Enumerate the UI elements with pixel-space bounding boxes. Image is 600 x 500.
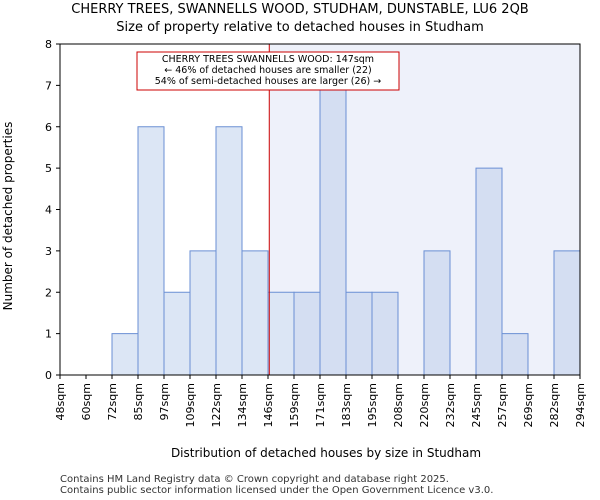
histogram-bar xyxy=(241,250,269,376)
x-tick-label: 232sqm xyxy=(444,383,457,427)
histogram-bar xyxy=(475,167,503,376)
histogram-bar xyxy=(371,291,399,376)
annotation-line3: 54% of semi-detached houses are larger (… xyxy=(155,76,382,87)
annotation-line2: ← 46% of detached houses are smaller (22… xyxy=(164,65,371,76)
x-tick-label: 72sqm xyxy=(106,383,119,420)
histogram-bar xyxy=(319,84,347,376)
x-tick-label: 195sqm xyxy=(366,383,379,427)
x-tick-label: 146sqm xyxy=(262,383,275,427)
x-tick-label: 159sqm xyxy=(288,383,301,427)
x-tick-label: 60sqm xyxy=(80,383,93,420)
x-tick-label: 208sqm xyxy=(392,383,405,427)
y-tick-label: 1 xyxy=(45,328,52,341)
x-tick-label: 183sqm xyxy=(340,383,353,427)
footer-copyright: Contains HM Land Registry data © Crown c… xyxy=(60,474,449,485)
histogram-bar xyxy=(345,291,373,376)
x-tick-label: 257sqm xyxy=(496,383,509,427)
y-axis-label: Number of detached properties xyxy=(1,122,15,311)
footer-licence: Contains public sector information licen… xyxy=(60,485,494,496)
chart-title-line1: CHERRY TREES, SWANNELLS WOOD, STUDHAM, D… xyxy=(71,2,529,17)
y-tick-label: 3 xyxy=(45,245,52,258)
y-tick-label: 2 xyxy=(45,286,52,299)
x-tick-label: 85sqm xyxy=(132,383,145,420)
x-axis-label: Distribution of detached houses by size … xyxy=(171,446,481,460)
histogram-bar xyxy=(267,291,295,376)
histogram-bar xyxy=(553,250,581,376)
chart-title-line2: Size of property relative to detached ho… xyxy=(116,20,484,35)
histogram-bar xyxy=(215,126,243,376)
x-tick-label: 97sqm xyxy=(158,383,171,420)
x-tick-label: 122sqm xyxy=(210,383,223,427)
histogram-bar xyxy=(163,291,191,376)
x-tick-label: 282sqm xyxy=(548,383,561,427)
x-tick-label: 245sqm xyxy=(470,383,483,427)
y-tick-label: 8 xyxy=(45,38,52,51)
x-tick-label: 134sqm xyxy=(236,383,249,427)
annotation-line1: CHERRY TREES SWANNELLS WOOD: 147sqm xyxy=(162,54,374,65)
histogram-bar xyxy=(423,250,451,376)
x-tick-label: 171sqm xyxy=(314,383,327,427)
histogram-bar xyxy=(111,333,139,376)
y-tick-label: 0 xyxy=(45,369,52,382)
x-tick-label: 220sqm xyxy=(418,383,431,427)
x-tick-label: 294sqm xyxy=(574,383,587,427)
histogram-bar xyxy=(293,291,321,376)
x-tick-label: 269sqm xyxy=(522,383,535,427)
annotation-box: CHERRY TREES SWANNELLS WOOD: 147sqm ← 46… xyxy=(136,51,400,91)
y-tick-label: 6 xyxy=(45,121,52,134)
y-tick-label: 4 xyxy=(45,204,52,217)
histogram-bar xyxy=(137,126,165,376)
histogram-bar xyxy=(189,250,217,376)
y-tick-label: 5 xyxy=(45,162,52,175)
y-tick-label: 7 xyxy=(45,79,52,92)
x-tick-label: 48sqm xyxy=(54,383,67,420)
x-tick-label: 109sqm xyxy=(184,383,197,427)
histogram-bar xyxy=(501,333,529,376)
